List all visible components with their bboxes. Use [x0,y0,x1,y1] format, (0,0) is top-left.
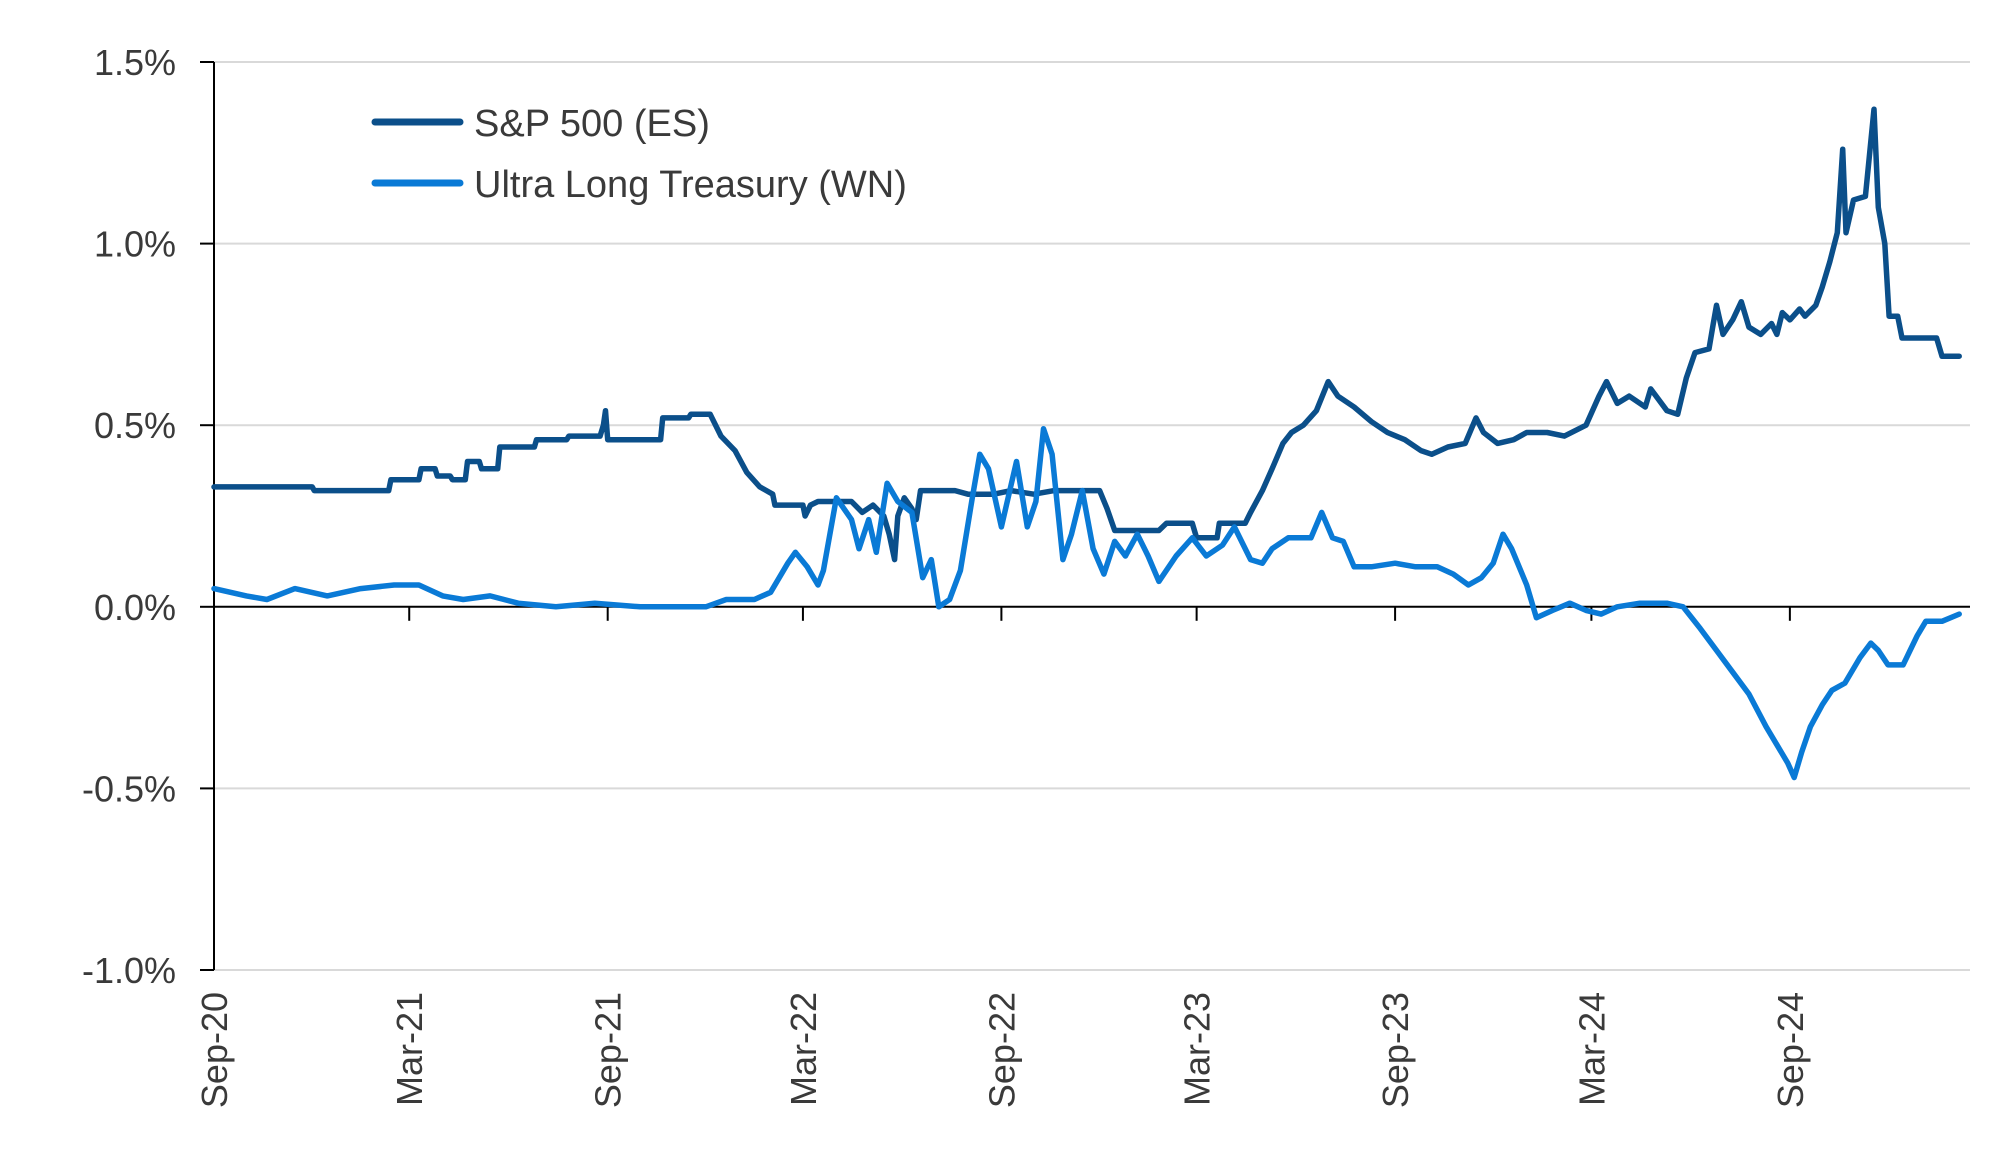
x-tick-label: Mar-23 [1177,992,1218,1106]
x-tick-labels: Sep-20 Mar-21 Sep-21 Mar-22 Sep-22 Mar-23 Sep-… [194,992,1811,1108]
y-tick-label: 0.0% [94,587,176,628]
legend-label-ultra-long-treasury: Ultra Long Treasury (WN) [474,164,907,206]
gridlines [214,61,1970,971]
y-tick-label: 1.5% [94,42,176,83]
x-tick-label: Sep-20 [194,992,235,1108]
x-tick-label: Mar-22 [783,992,824,1106]
x-tick-label: Mar-24 [1571,992,1612,1106]
y-tick-label: 1.0% [94,224,176,265]
y-tick-label: -1.0% [82,950,176,991]
x-tick-label: Mar-21 [389,992,430,1106]
y-tick-label: -0.5% [82,768,176,809]
series-line-1 [211,426,1962,781]
x-tick-label: Sep-24 [1770,992,1811,1108]
legend-label-sp500: S&P 500 (ES) [474,103,710,145]
x-tick-label: Sep-23 [1375,992,1416,1108]
y-tick-labels: 1.5% 1.0% 0.5% 0.0% -0.5% -1.0% [82,42,176,991]
x-tick-label: Sep-21 [588,992,629,1108]
x-tick-label: Sep-22 [981,992,1022,1108]
legend: S&P 500 (ES) Ultra Long Treasury (WN) [371,103,907,206]
series-line-0 [211,106,1962,563]
y-tick-label: 0.5% [94,405,176,446]
series-lines [211,106,1962,781]
